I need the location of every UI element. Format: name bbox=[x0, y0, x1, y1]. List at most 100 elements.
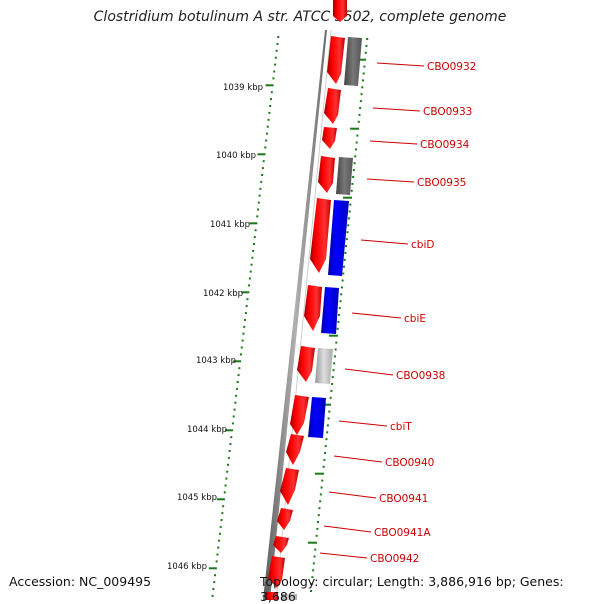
inner-minor-tick bbox=[257, 201, 260, 204]
inner-minor-tick bbox=[252, 249, 255, 252]
outer-major-tick bbox=[350, 127, 360, 130]
gene-arrow-cbo0942 bbox=[273, 536, 289, 553]
outer-minor-tick bbox=[312, 562, 315, 565]
outer-minor-tick bbox=[344, 251, 347, 254]
inner-minor-tick bbox=[218, 532, 221, 535]
inner-minor-tick bbox=[220, 519, 223, 521]
outer-minor-tick bbox=[338, 307, 341, 310]
inner-major-tick bbox=[233, 360, 242, 363]
inner-minor-tick bbox=[244, 312, 247, 314]
gene-label-cbo0941: CBO0941 bbox=[379, 493, 428, 505]
cog-block-cbo0935 bbox=[336, 157, 353, 195]
gene-arrow-cbit bbox=[290, 395, 309, 435]
gene-labels: CBO0932 CBO0933 CBO0934 CBO0935 cbiD cbi… bbox=[370, 61, 476, 565]
inner-minor-tick bbox=[251, 256, 254, 259]
outer-minor-tick bbox=[311, 576, 314, 579]
inner-minor-tick bbox=[215, 560, 218, 563]
inner-minor-tick bbox=[212, 588, 215, 590]
inner-minor-tick bbox=[248, 277, 251, 280]
outer-minor-tick bbox=[310, 590, 313, 592]
outer-minor-tick bbox=[314, 548, 317, 551]
outer-minor-tick bbox=[317, 521, 320, 523]
outer-minor-tick bbox=[364, 51, 367, 54]
gene-label-cbit: cbiT bbox=[390, 421, 412, 433]
inner-minor-tick bbox=[261, 167, 264, 170]
outer-minor-tick bbox=[315, 534, 318, 537]
inner-minor-tick bbox=[217, 546, 220, 549]
scale-labels: 1039 kbp 1040 kbp 1041 kbp 1042 kbp 1043… bbox=[167, 83, 263, 572]
outer-minor-tick bbox=[347, 224, 350, 227]
outer-minor-tick bbox=[360, 93, 363, 96]
inner-minor-tick bbox=[231, 422, 234, 425]
inner-minor-tick bbox=[267, 118, 270, 121]
outer-minor-tick bbox=[347, 217, 350, 220]
inner-minor-tick bbox=[249, 270, 252, 273]
inner-major-tick bbox=[208, 567, 217, 570]
gene-fragment-top bbox=[333, 0, 347, 22]
outer-minor-tick bbox=[326, 431, 329, 434]
outer-minor-tick bbox=[353, 162, 356, 165]
inner-minor-tick bbox=[257, 208, 260, 211]
inner-minor-tick bbox=[240, 346, 243, 349]
outer-minor-tick bbox=[341, 279, 344, 282]
inner-minor-tick bbox=[252, 243, 255, 245]
outer-minor-tick bbox=[349, 203, 352, 206]
outer-minor-tick bbox=[354, 148, 357, 151]
cog-block-cbie bbox=[321, 287, 339, 334]
inner-minor-tick bbox=[245, 305, 248, 308]
inner-minor-tick bbox=[238, 367, 241, 370]
cog-block-cbit bbox=[308, 397, 326, 438]
inner-minor-tick bbox=[250, 263, 253, 266]
inner-minor-tick bbox=[216, 553, 219, 556]
inner-minor-tick bbox=[254, 229, 257, 232]
inner-major-tick bbox=[257, 153, 266, 156]
inner-minor-tick bbox=[274, 63, 277, 66]
inner-minor-tick bbox=[227, 456, 230, 459]
gene-label-cbo0932: CBO0932 bbox=[427, 61, 476, 73]
outer-minor-tick bbox=[325, 438, 328, 441]
inner-major-tick bbox=[249, 222, 258, 225]
gene-label-cbie: cbiE bbox=[404, 313, 426, 325]
inner-minor-tick bbox=[242, 332, 245, 335]
outer-tick-ring bbox=[307, 38, 369, 592]
inner-minor-tick bbox=[218, 539, 221, 542]
outer-minor-tick bbox=[316, 527, 319, 530]
inner-minor-tick bbox=[223, 491, 226, 494]
inner-minor-tick bbox=[230, 436, 233, 439]
outer-minor-tick bbox=[357, 120, 360, 123]
inner-minor-tick bbox=[211, 594, 214, 597]
outer-minor-tick bbox=[319, 500, 322, 503]
inner-minor-tick bbox=[235, 394, 238, 397]
inner-major-tick bbox=[265, 84, 274, 87]
inner-tick-ring bbox=[208, 36, 280, 597]
outer-minor-tick bbox=[362, 72, 365, 75]
inner-minor-tick bbox=[222, 505, 225, 508]
outer-minor-tick bbox=[339, 300, 342, 303]
inner-minor-tick bbox=[221, 512, 224, 515]
inner-minor-tick bbox=[213, 581, 216, 584]
inner-minor-tick bbox=[241, 339, 244, 342]
outer-minor-tick bbox=[335, 341, 338, 344]
outer-minor-tick bbox=[359, 100, 362, 103]
scale-label-1043: 1043 kbp bbox=[196, 356, 236, 366]
outer-minor-tick bbox=[352, 169, 355, 172]
inner-minor-tick bbox=[226, 470, 229, 473]
outer-minor-tick bbox=[328, 410, 331, 413]
accession-text: Accession: NC_009495 bbox=[9, 574, 152, 589]
scale-label-1045: 1045 kbp bbox=[177, 493, 217, 503]
inner-minor-tick bbox=[270, 91, 273, 94]
gene-arrow-bottom-1 bbox=[268, 556, 285, 588]
inner-major-tick bbox=[216, 498, 225, 501]
outer-minor-tick bbox=[338, 314, 341, 316]
inner-minor-tick bbox=[225, 477, 228, 480]
outer-minor-tick bbox=[331, 376, 334, 379]
gene-label-cbid: cbiD bbox=[411, 239, 434, 251]
inner-minor-tick bbox=[269, 98, 272, 101]
outer-major-tick bbox=[328, 334, 338, 337]
cog-block-cbid bbox=[328, 200, 349, 276]
inner-minor-tick bbox=[276, 42, 279, 45]
gene-arrow-cbo0940 bbox=[286, 434, 304, 465]
gene-label-cbo0933: CBO0933 bbox=[423, 106, 472, 118]
outer-minor-tick bbox=[346, 231, 349, 234]
gene-arrow-cbo0935 bbox=[318, 156, 335, 193]
